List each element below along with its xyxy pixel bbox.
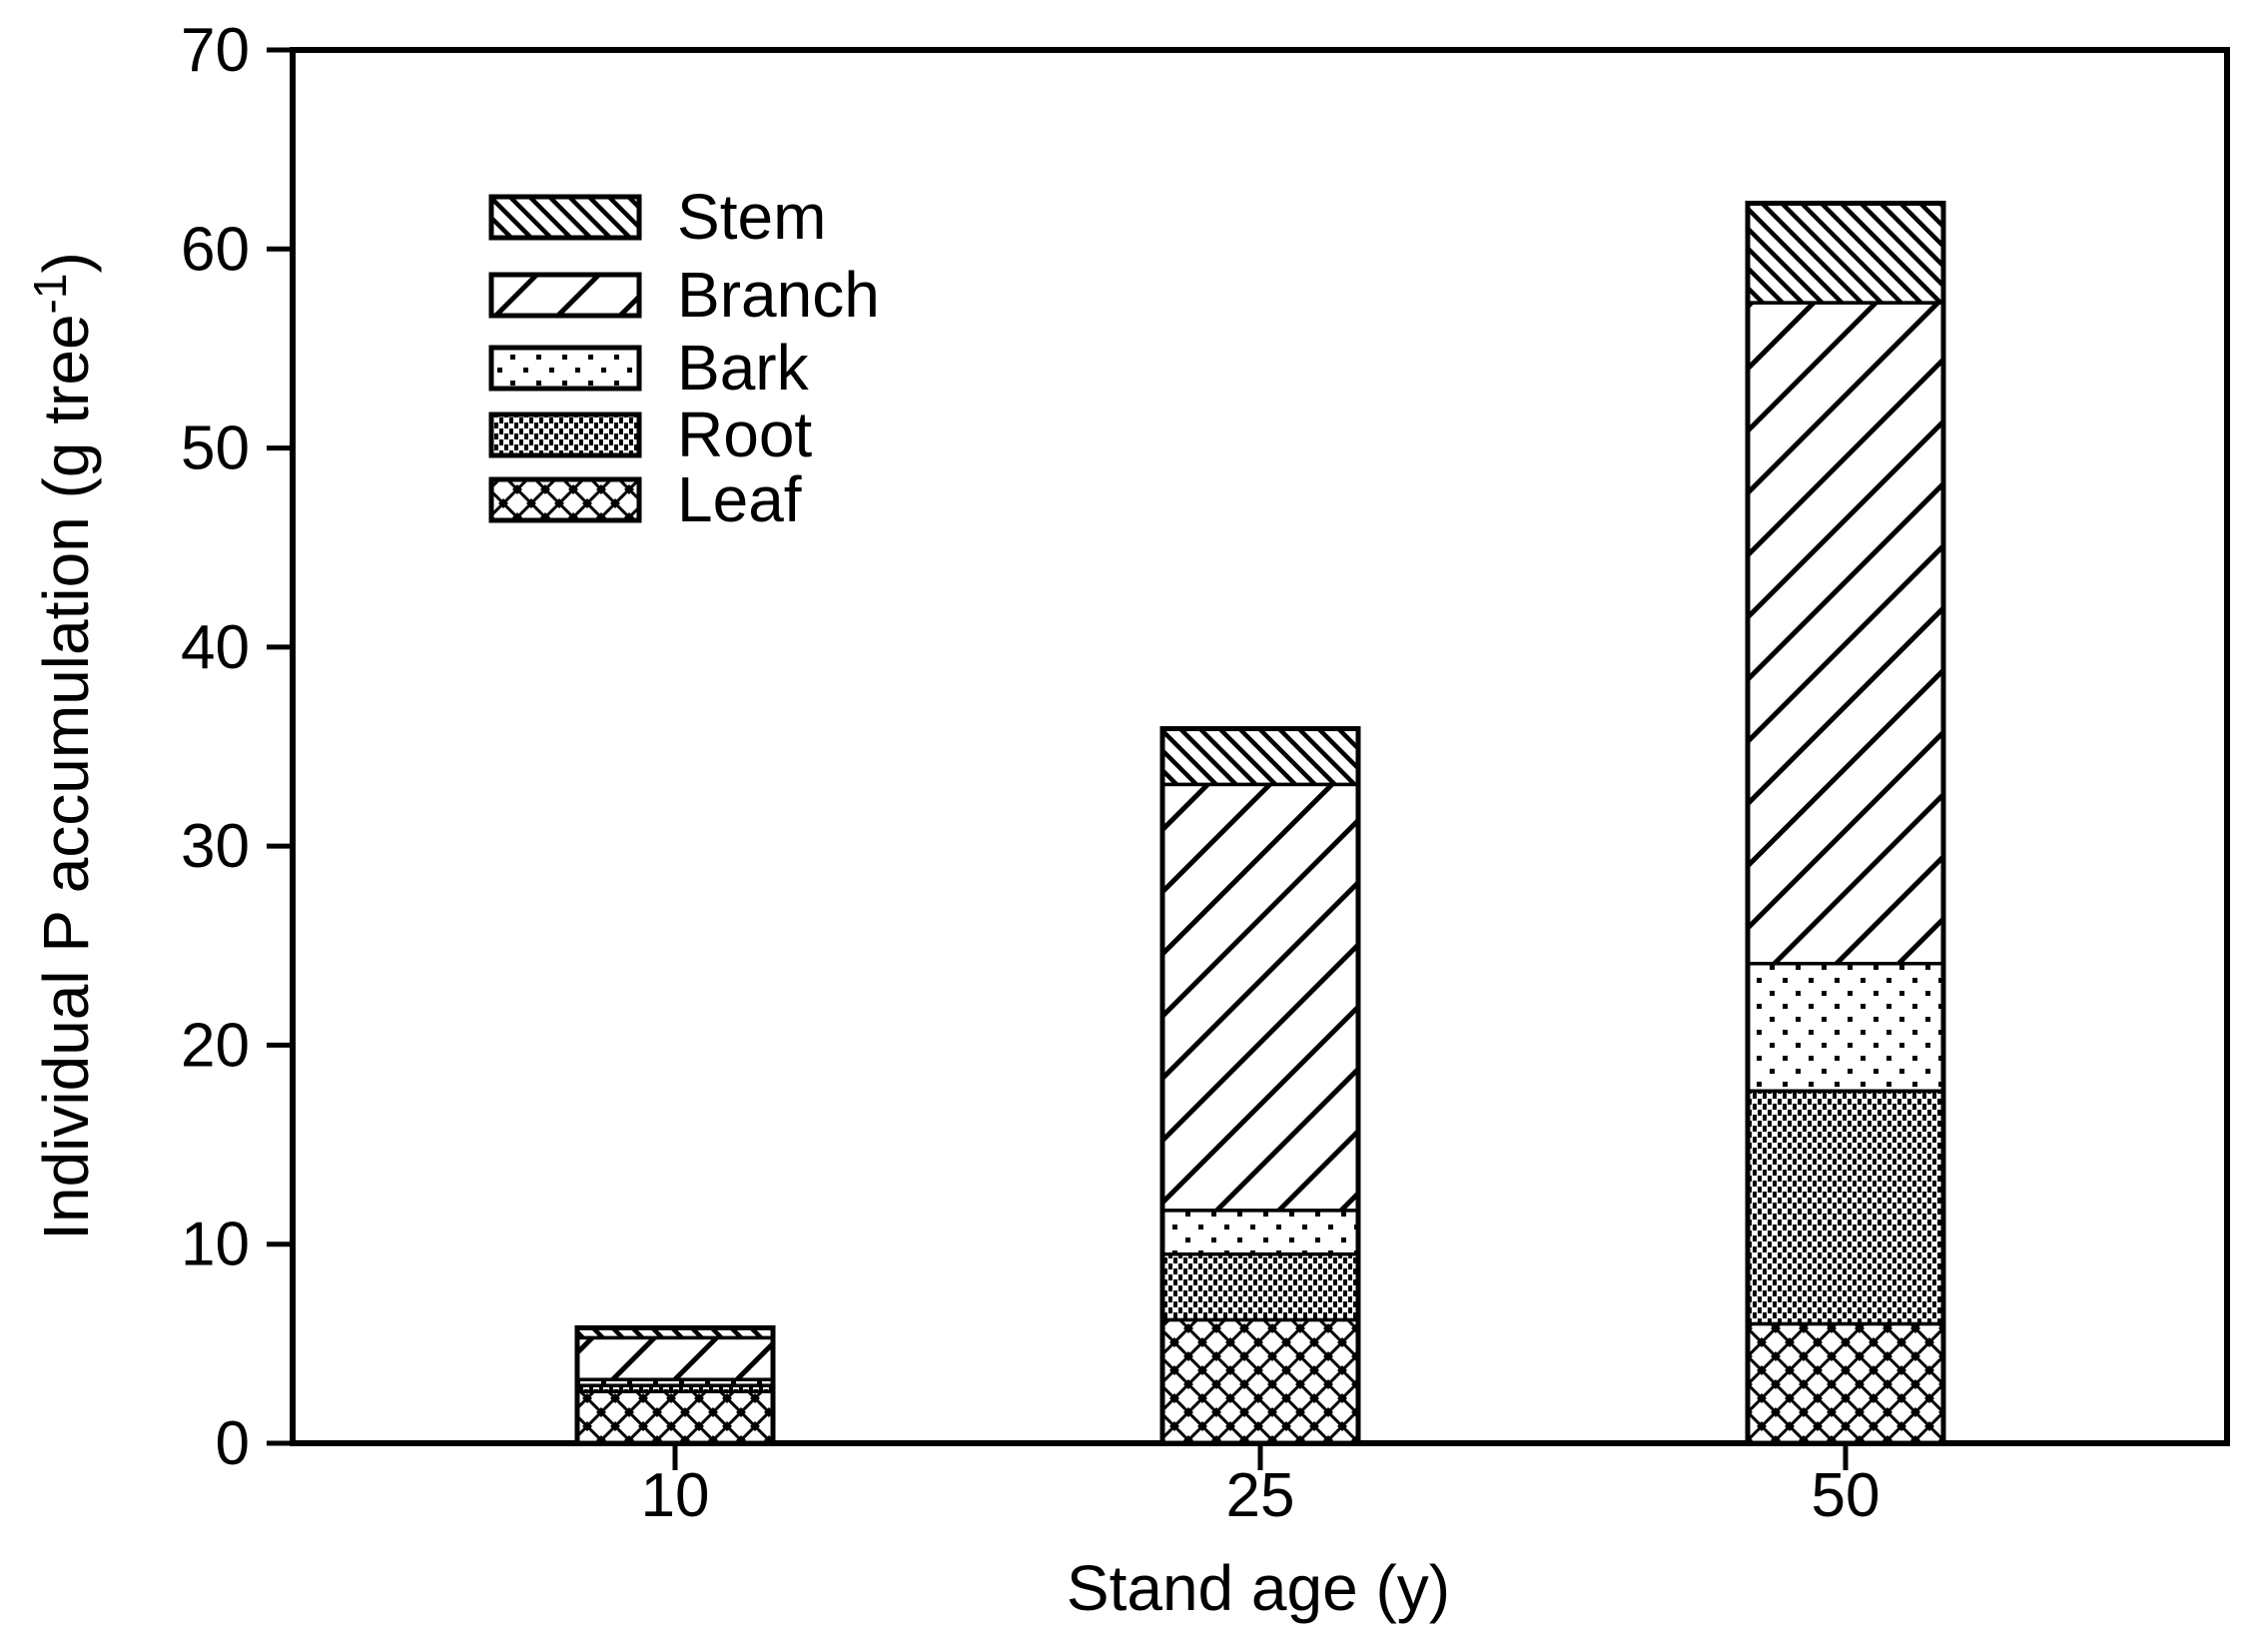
legend-label-root: Root	[677, 399, 812, 470]
bar-segment-bark-50	[1746, 961, 1945, 1094]
bar-segment-leaf-25	[1160, 1317, 1360, 1445]
bar-segment-root-50	[1746, 1089, 1945, 1326]
bar-segment-stem-50	[1746, 201, 1945, 305]
y-axis-title: Individual P accumulation (g tree-1)	[24, 252, 102, 1240]
x-tick-label: 50	[1812, 1461, 1881, 1530]
bar-outline-10	[574, 1324, 776, 1446]
bar-segment-leaf-50	[1746, 1321, 1945, 1445]
bar-outline-50	[1745, 200, 1946, 1446]
y-tick-label: 20	[181, 1011, 250, 1080]
x-tick-label: 25	[1226, 1461, 1295, 1530]
y-tick-label: 50	[181, 414, 250, 483]
y-tick-label: 40	[181, 613, 250, 682]
legend-swatch-root	[488, 412, 642, 458]
legend-swatch-branch	[488, 272, 642, 319]
bar-segment-branch-25	[1160, 782, 1360, 1213]
legend-label-branch: Branch	[677, 259, 880, 331]
legend-label-bark: Bark	[677, 332, 810, 404]
y-axis-ticks: 0 10 20 30 40 50 60 70	[181, 16, 293, 1478]
y-tick-label: 30	[181, 812, 250, 881]
y-tick-label: 10	[181, 1211, 250, 1279]
x-axis-title: Stand age (y)	[1067, 1552, 1450, 1624]
legend-swatch-leaf	[488, 476, 642, 523]
y-tick-label: 70	[181, 16, 250, 85]
legend-swatch-stem	[488, 194, 642, 241]
bar-segment-stem-25	[1160, 726, 1360, 787]
bar-segment-bark-25	[1160, 1209, 1360, 1256]
legend-label-leaf: Leaf	[677, 463, 802, 535]
bar-segment-leaf-10	[575, 1389, 775, 1445]
x-axis-ticks: 10 25 50	[641, 1443, 1881, 1530]
x-tick-label: 10	[641, 1461, 710, 1530]
legend-swatch-bark	[488, 345, 642, 392]
bars	[574, 200, 1946, 1446]
y-tick-label: 60	[181, 215, 250, 284]
bar-segment-branch-10	[575, 1335, 775, 1381]
bar-segment-branch-50	[1746, 301, 1945, 966]
y-tick-label: 0	[216, 1409, 250, 1478]
bar-segment-root-25	[1160, 1251, 1360, 1322]
bar-outline-25	[1159, 726, 1361, 1446]
legend-label-stem: Stem	[677, 181, 826, 253]
